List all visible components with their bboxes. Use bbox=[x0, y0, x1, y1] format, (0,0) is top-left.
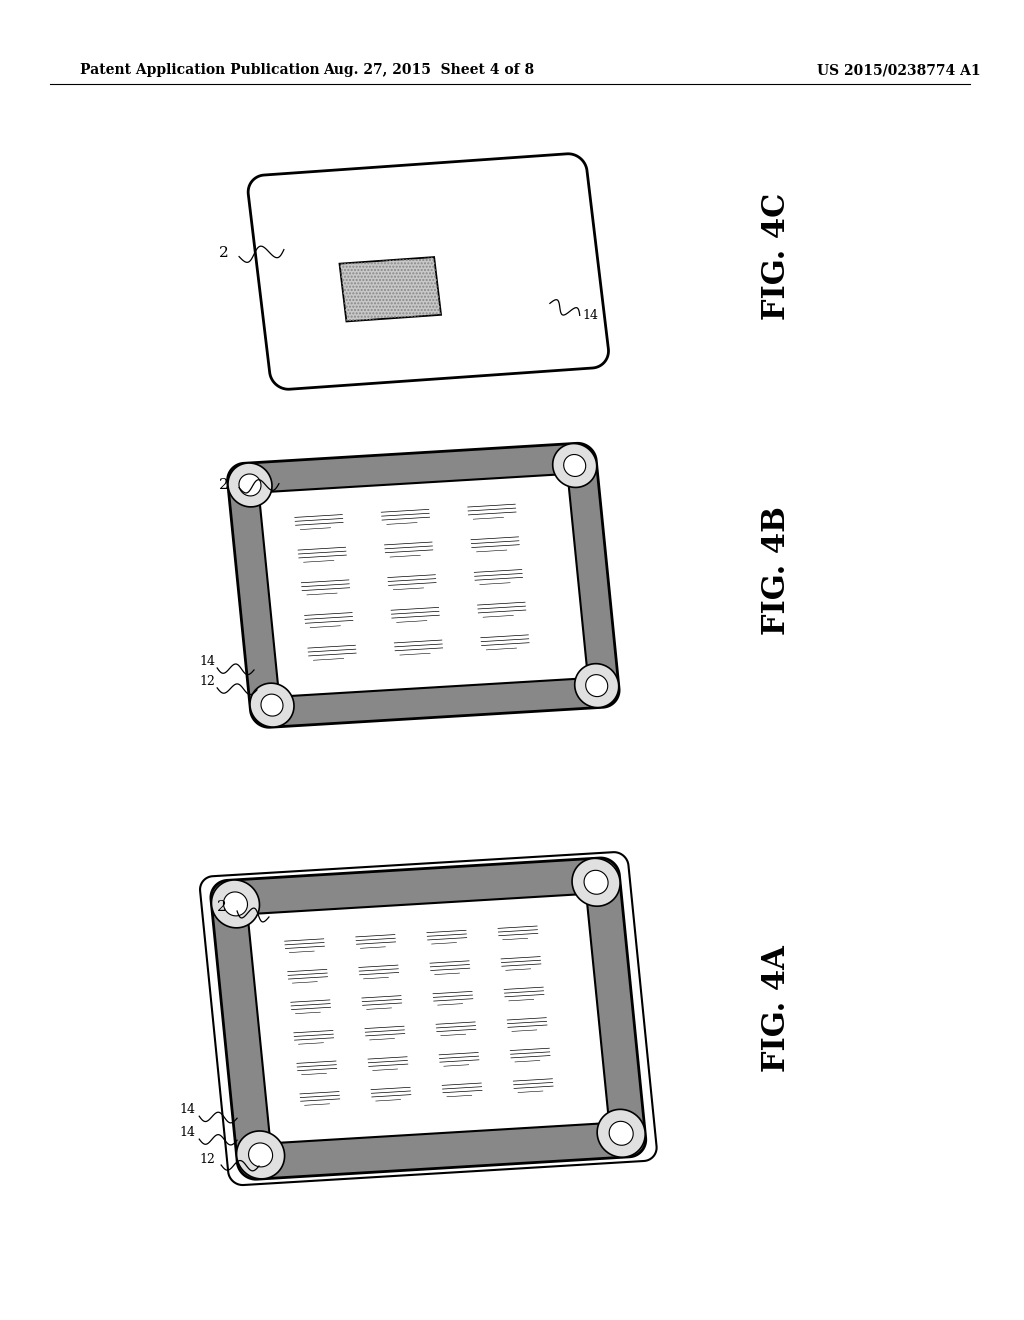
Text: Patent Application Publication: Patent Application Publication bbox=[80, 63, 319, 78]
Polygon shape bbox=[584, 870, 608, 894]
Polygon shape bbox=[239, 474, 261, 496]
Text: FIG. 4A: FIG. 4A bbox=[762, 945, 793, 1072]
Polygon shape bbox=[563, 454, 586, 477]
Polygon shape bbox=[597, 1109, 645, 1158]
Text: 2: 2 bbox=[217, 900, 227, 913]
Polygon shape bbox=[248, 895, 608, 1143]
Polygon shape bbox=[574, 664, 618, 708]
Text: US 2015/0238774 A1: US 2015/0238774 A1 bbox=[817, 63, 980, 78]
Polygon shape bbox=[212, 880, 259, 928]
Text: 14: 14 bbox=[583, 309, 599, 322]
Polygon shape bbox=[572, 858, 621, 907]
Text: Aug. 27, 2015  Sheet 4 of 8: Aug. 27, 2015 Sheet 4 of 8 bbox=[323, 63, 534, 78]
Polygon shape bbox=[259, 474, 587, 696]
Polygon shape bbox=[248, 154, 608, 389]
Polygon shape bbox=[223, 892, 248, 916]
Text: 2: 2 bbox=[219, 246, 229, 260]
Text: FIG. 4B: FIG. 4B bbox=[762, 506, 793, 635]
Polygon shape bbox=[586, 675, 607, 697]
Polygon shape bbox=[237, 1131, 285, 1179]
Polygon shape bbox=[211, 858, 646, 1179]
Polygon shape bbox=[340, 257, 441, 322]
Polygon shape bbox=[200, 853, 656, 1185]
Polygon shape bbox=[228, 463, 272, 507]
Polygon shape bbox=[227, 444, 620, 727]
Polygon shape bbox=[609, 1121, 633, 1146]
Polygon shape bbox=[250, 684, 294, 727]
Text: 14: 14 bbox=[200, 655, 215, 668]
Text: 12: 12 bbox=[200, 1154, 215, 1166]
Polygon shape bbox=[553, 444, 597, 487]
Text: FIG. 4C: FIG. 4C bbox=[762, 193, 793, 321]
Text: 14: 14 bbox=[179, 1126, 196, 1139]
Text: 2: 2 bbox=[219, 478, 229, 491]
Text: 12: 12 bbox=[200, 675, 215, 688]
Polygon shape bbox=[261, 694, 283, 715]
Text: 14: 14 bbox=[179, 1104, 196, 1117]
Polygon shape bbox=[249, 1143, 272, 1167]
